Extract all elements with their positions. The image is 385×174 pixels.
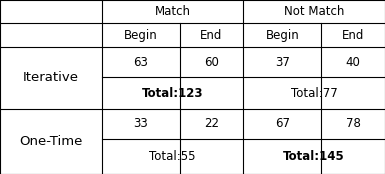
Text: Total:77: Total:77 [291, 87, 338, 100]
Text: End: End [342, 29, 364, 42]
Text: Total:123: Total:123 [142, 87, 203, 100]
Text: Begin: Begin [265, 29, 299, 42]
Text: 67: 67 [275, 117, 290, 130]
Text: One-Time: One-Time [19, 135, 82, 148]
Text: 40: 40 [346, 56, 360, 69]
Text: Iterative: Iterative [23, 71, 79, 84]
Text: Total:55: Total:55 [149, 150, 196, 163]
Text: 63: 63 [133, 56, 148, 69]
Text: Begin: Begin [124, 29, 157, 42]
Text: Match: Match [154, 5, 191, 18]
Text: 78: 78 [346, 117, 360, 130]
Text: 60: 60 [204, 56, 219, 69]
Text: Total:145: Total:145 [283, 150, 345, 163]
Text: Not Match: Not Match [284, 5, 344, 18]
Text: 33: 33 [133, 117, 148, 130]
Text: 22: 22 [204, 117, 219, 130]
Text: 37: 37 [275, 56, 290, 69]
Text: End: End [200, 29, 223, 42]
